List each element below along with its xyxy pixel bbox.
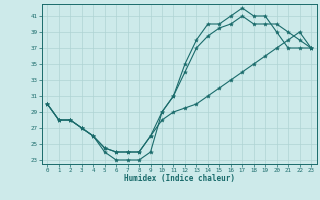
X-axis label: Humidex (Indice chaleur): Humidex (Indice chaleur) — [124, 174, 235, 183]
